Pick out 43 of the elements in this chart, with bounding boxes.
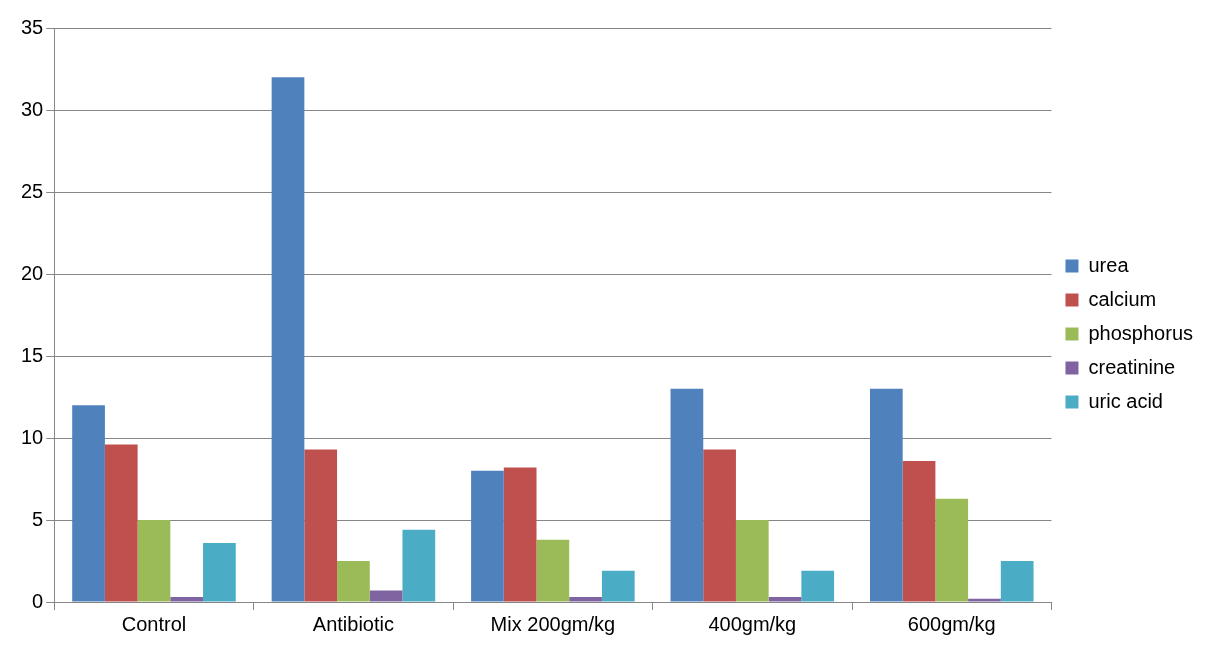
bar bbox=[670, 388, 704, 602]
y-tick-label: 5 bbox=[32, 507, 44, 530]
bar bbox=[935, 498, 969, 602]
legend-label: phosphorus bbox=[1088, 321, 1194, 344]
y-tick-label: 10 bbox=[21, 425, 44, 448]
bar bbox=[902, 460, 936, 602]
bar bbox=[471, 470, 504, 602]
bar bbox=[869, 388, 903, 602]
legend-label: creatinine bbox=[1088, 355, 1176, 378]
bar bbox=[337, 561, 370, 602]
y-tick-label: 15 bbox=[21, 343, 44, 366]
bar bbox=[203, 542, 236, 602]
bar bbox=[735, 520, 769, 602]
bar bbox=[801, 570, 835, 602]
bar bbox=[369, 590, 403, 602]
x-tick-label: Antibiotic bbox=[312, 612, 394, 635]
x-tick-label: Control bbox=[121, 612, 187, 635]
legend-label: urea bbox=[1088, 253, 1130, 276]
bar bbox=[1000, 561, 1034, 602]
y-tick-label: 35 bbox=[21, 15, 44, 38]
legend-label: calcium bbox=[1088, 287, 1157, 310]
bar bbox=[271, 77, 305, 602]
x-tick-label: 400gm/kg bbox=[708, 612, 797, 635]
x-tick-label: 600gm/kg bbox=[907, 612, 996, 635]
bar bbox=[170, 597, 204, 602]
y-tick-label: 20 bbox=[21, 261, 44, 284]
bar bbox=[72, 405, 105, 602]
bar bbox=[569, 597, 602, 602]
bar bbox=[601, 570, 635, 602]
bar bbox=[968, 598, 1001, 602]
bar bbox=[104, 444, 138, 602]
bar bbox=[304, 449, 338, 602]
x-tick-label: Mix 200gm/kg bbox=[490, 612, 616, 635]
y-tick-label: 0 bbox=[32, 589, 44, 612]
bar bbox=[536, 539, 570, 602]
bar bbox=[503, 467, 537, 602]
bar bbox=[768, 597, 802, 602]
bar bbox=[703, 449, 736, 602]
y-tick-label: 25 bbox=[21, 179, 44, 202]
bar bbox=[402, 529, 436, 602]
y-tick-label: 30 bbox=[21, 97, 44, 120]
bar bbox=[137, 520, 171, 602]
legend-label: uric acid bbox=[1088, 389, 1163, 412]
